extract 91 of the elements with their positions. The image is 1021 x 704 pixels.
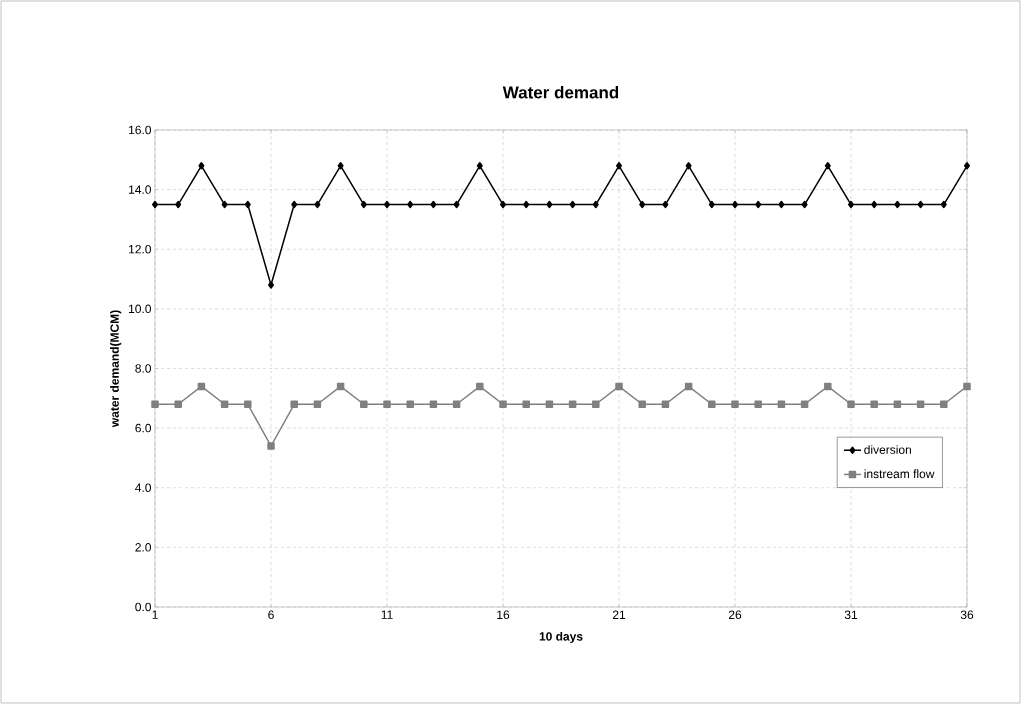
legend-label: diversion: [864, 445, 911, 454]
point: [568, 400, 577, 409]
point: [800, 400, 809, 409]
point: [917, 200, 924, 209]
y-tick-label: 2.0: [135, 543, 152, 552]
x-tick-label: 36: [960, 610, 974, 620]
y-tick-label: 0.0: [135, 602, 152, 612]
chart-title: Water demand: [502, 85, 619, 99]
point: [684, 382, 693, 391]
point: [569, 200, 576, 209]
y-tick-label: 10.0: [129, 304, 152, 314]
point: [290, 400, 298, 409]
point: [778, 200, 785, 209]
point: [546, 200, 553, 209]
point: [893, 400, 902, 409]
point: [175, 200, 182, 209]
point: [268, 281, 274, 289]
point: [662, 200, 669, 209]
point: [685, 162, 692, 170]
point: [453, 200, 460, 209]
point: [384, 200, 391, 209]
point: [731, 400, 739, 409]
point: [638, 400, 646, 409]
x-tick-label: 21: [612, 610, 626, 619]
point: [963, 382, 971, 391]
point: [847, 400, 855, 409]
point: [244, 200, 251, 209]
point: [407, 200, 414, 209]
point: [476, 382, 484, 391]
point: [406, 400, 414, 409]
x-tick-label: 1: [152, 610, 158, 619]
point: [383, 400, 391, 409]
point: [870, 400, 878, 409]
point: [291, 200, 298, 209]
point: [360, 400, 368, 409]
point: [360, 200, 367, 209]
point: [755, 200, 762, 209]
point: [152, 200, 159, 209]
point: [313, 400, 322, 409]
y-tick-label: 6.0: [135, 423, 152, 433]
point: [592, 200, 599, 209]
x-tick-label: 31: [844, 610, 858, 620]
point: [198, 162, 205, 170]
x-tick-label: 11: [381, 610, 393, 619]
point: [964, 162, 970, 170]
point: [545, 400, 554, 409]
y-tick-label: 16.0: [129, 125, 152, 135]
y-tick-label: 8.0: [135, 364, 152, 373]
legend-label: instream flow: [864, 469, 935, 479]
point: [336, 382, 345, 391]
point: [337, 162, 344, 170]
point: [615, 382, 623, 391]
point: [499, 400, 507, 409]
point: [430, 200, 437, 209]
point: [197, 382, 206, 391]
y-tick-label: 4.0: [135, 483, 152, 492]
point: [894, 200, 901, 209]
point: [916, 400, 925, 409]
point: [244, 400, 252, 409]
point: [801, 200, 808, 209]
x-axis-title: 10 days: [539, 631, 583, 644]
point: [616, 162, 622, 170]
point: [871, 200, 878, 209]
point: [522, 400, 530, 409]
point: [429, 400, 438, 409]
point: [661, 400, 670, 409]
point: [476, 162, 483, 170]
point: [777, 400, 786, 409]
y-tick-label: 14.0: [129, 185, 152, 194]
point: [267, 442, 275, 450]
point: [452, 400, 461, 409]
point: [754, 400, 762, 409]
point: [708, 200, 715, 209]
point: [151, 400, 159, 409]
y-tick-label: 12.0: [129, 245, 152, 254]
x-tick-label: 16: [497, 610, 510, 620]
point: [592, 400, 600, 409]
point: [639, 200, 646, 209]
point: [174, 400, 182, 409]
point: [523, 200, 530, 209]
point: [824, 162, 831, 170]
point: [314, 200, 321, 209]
point: [940, 200, 947, 209]
y-axis-title: water demand(MCM): [110, 310, 122, 428]
x-tick-label: 6: [268, 610, 274, 620]
point: [221, 200, 228, 209]
point: [708, 400, 716, 409]
point: [220, 400, 229, 409]
point: [824, 382, 832, 391]
point: [940, 400, 948, 409]
x-tick-label: 26: [728, 610, 742, 620]
